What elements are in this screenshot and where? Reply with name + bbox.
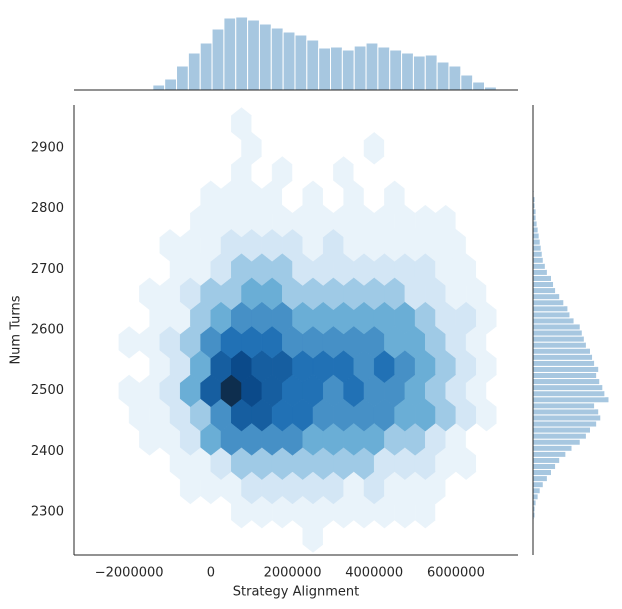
marginal-y-bar <box>532 420 598 428</box>
x-tick-label: −2000000 <box>95 566 164 581</box>
marginal-x-bar <box>187 52 201 91</box>
marginal-x-bar <box>436 61 450 91</box>
marginal-y-bar <box>532 262 546 270</box>
marginal-y-bar <box>532 444 573 452</box>
x-tick-label: 6000000 <box>427 566 485 581</box>
marginal-y-bar <box>532 274 552 282</box>
marginal-y-bar <box>532 323 581 331</box>
y-tick-label: 2800 <box>31 201 64 216</box>
marginal-y-bar <box>532 329 583 337</box>
marginal-y-bar <box>532 408 600 416</box>
marginal-y-bar <box>532 378 601 386</box>
marginal-y-bar <box>532 335 585 343</box>
y-tick-label: 2700 <box>31 262 64 277</box>
marginal-y-bar <box>532 317 575 325</box>
marginal-x-bar <box>223 17 237 91</box>
marginal-x-bar <box>424 54 438 91</box>
marginal-x-bar <box>164 78 178 91</box>
marginal-y-bar <box>532 402 596 410</box>
marginal-y-bar <box>532 384 604 392</box>
marginal-x-bar <box>247 19 260 91</box>
marginal-y-bar <box>532 390 606 398</box>
marginal-y-bar <box>532 268 548 276</box>
marginal-x-bar <box>412 55 426 91</box>
marginal-x-bar <box>270 27 284 91</box>
marginal-x-bar <box>472 81 486 91</box>
hexbin-layer <box>98 107 518 553</box>
marginal-y-bar <box>532 438 581 446</box>
marginal-y-bar <box>532 347 591 355</box>
marginal-x-bar <box>460 74 474 91</box>
marginal-y-bar <box>532 365 600 373</box>
marginal-y-bar <box>532 341 587 349</box>
marginal-y-bar <box>532 232 540 240</box>
marginal-x-bar <box>330 46 343 91</box>
marginal-y-bar <box>532 238 541 246</box>
marginal-x-bar <box>235 16 249 91</box>
marginal-y-bar <box>532 462 557 470</box>
marginal-y-bar <box>532 280 555 289</box>
marginal-x-bar <box>318 47 332 91</box>
marginal-y-bar <box>532 432 587 440</box>
marginal-y-bar <box>532 244 542 252</box>
marginal-x-bar <box>294 34 308 91</box>
y-tick-label: 2300 <box>31 504 64 519</box>
marginal-y-bar <box>532 250 543 258</box>
marginal-y-bar <box>532 305 569 313</box>
marginal-y-bar <box>532 220 538 228</box>
y-tick-label: 2400 <box>31 444 64 459</box>
marginal-y-bar <box>532 226 539 234</box>
marginal-x-bar <box>306 39 320 91</box>
marginal-x-bar <box>176 65 189 91</box>
x-tick-label: 0 <box>207 566 215 581</box>
marginal-y-bar <box>532 475 548 483</box>
marginal-y-bar <box>532 468 552 477</box>
marginal-y-bar <box>532 359 596 367</box>
marginal-x-bar <box>282 31 296 91</box>
marginal-x-bar <box>365 42 379 91</box>
marginal-x-bar <box>258 23 272 91</box>
y-axis-label: Num Turns <box>9 295 24 364</box>
marginal-x-bar <box>353 45 367 91</box>
marginal-x-bar <box>401 52 414 91</box>
x-tick-label: 4000000 <box>345 566 403 581</box>
marginal-y-bar <box>532 256 544 264</box>
marginal-layer <box>128 16 610 525</box>
marginal-y-bar <box>532 414 602 422</box>
marginal-y-bar <box>532 487 541 495</box>
marginal-y-bar <box>532 293 561 301</box>
marginal-y-bar <box>532 371 598 380</box>
marginal-y-bar <box>532 493 539 501</box>
marginal-y-bar <box>532 450 567 458</box>
marginal-y-bar <box>532 426 591 434</box>
marginal-y-bar <box>532 456 561 464</box>
marginal-x-bar <box>389 49 403 91</box>
marginal-x-bar <box>377 46 391 91</box>
marginal-x-bar <box>152 84 166 91</box>
marginal-x-bar <box>211 28 225 91</box>
x-tick-label: 2000000 <box>264 566 322 581</box>
x-axis-label: Strategy Alignment <box>233 585 359 600</box>
y-tick-label: 2600 <box>31 323 64 338</box>
marginal-y-bar <box>532 353 594 361</box>
marginal-y-bar <box>532 287 557 295</box>
hex-cell <box>496 107 518 141</box>
marginal-y-bar <box>532 299 565 307</box>
y-tick-label: 2500 <box>31 383 64 398</box>
marginal-y-bar <box>532 396 610 404</box>
marginal-y-bar <box>532 311 571 319</box>
marginal-y-bar <box>532 481 544 489</box>
y-tick-label: 2900 <box>31 141 64 156</box>
marginal-x-bar <box>448 65 462 91</box>
marginal-x-bar <box>199 42 213 91</box>
marginal-x-bar <box>341 49 355 91</box>
